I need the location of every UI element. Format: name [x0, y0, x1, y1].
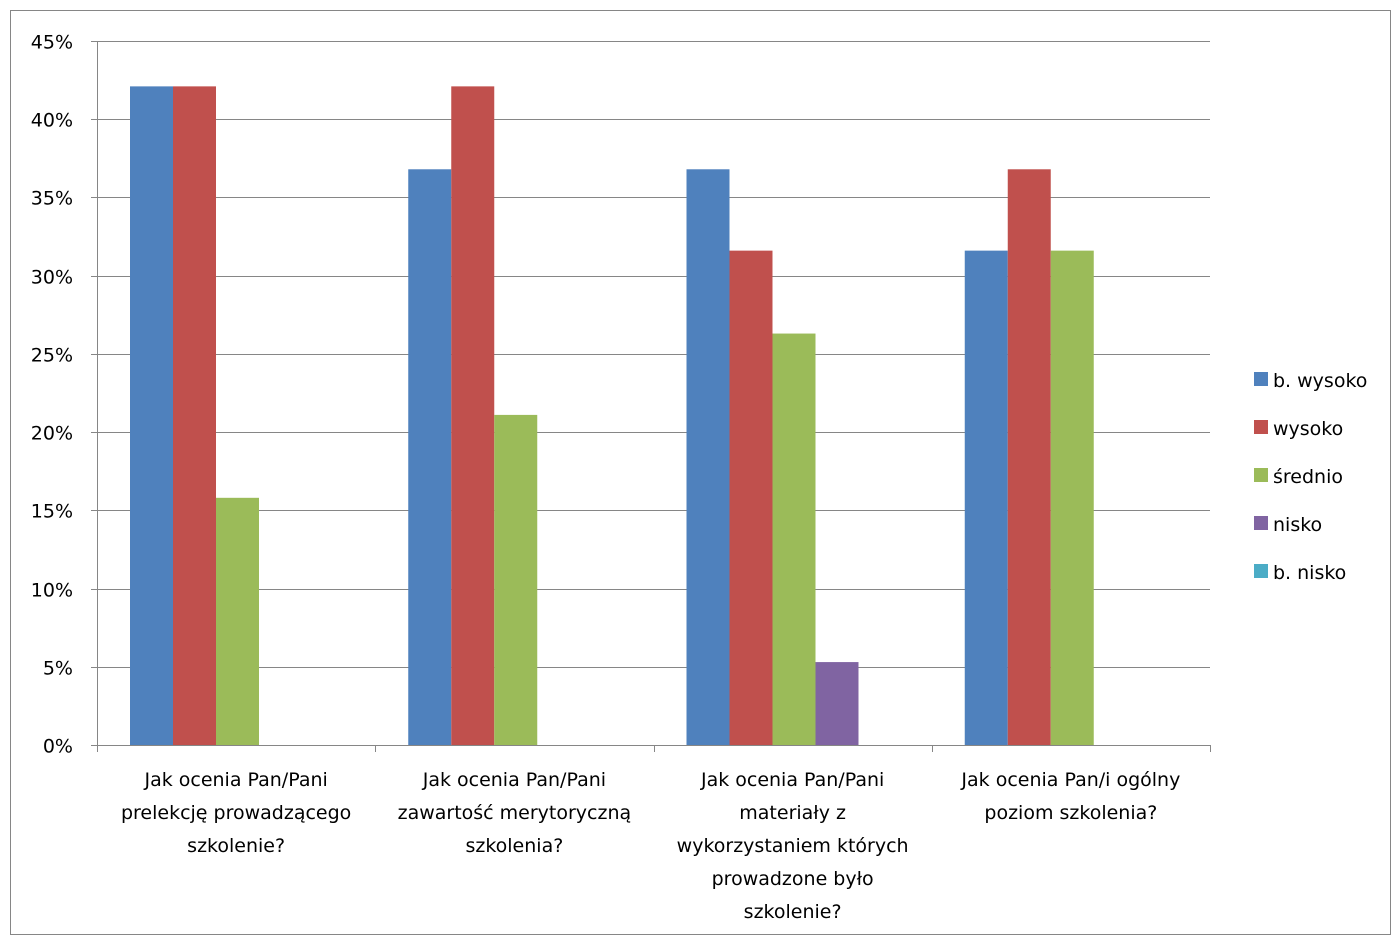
y-tick-label: 35%: [31, 188, 73, 210]
x-category-label: Jak ocenia Pan/Pani materiały z wykorzysta…: [677, 769, 909, 923]
y-tick-label: 20%: [31, 423, 73, 445]
y-tick-label: 45%: [31, 32, 73, 54]
bar: [729, 250, 773, 745]
x-category-label: Jak ocenia Pan/Pani zawartość merytoryczn…: [398, 769, 632, 857]
y-tick-label: 25%: [31, 345, 73, 367]
bar: [772, 333, 816, 745]
y-tick-label: 15%: [31, 501, 73, 523]
y-tick-label: 10%: [31, 580, 73, 602]
legend-swatch: [1254, 420, 1268, 434]
y-tick-label: 30%: [31, 267, 73, 289]
bar: [964, 250, 1008, 745]
bar: [686, 169, 730, 746]
legend-label: b. nisko: [1273, 562, 1346, 584]
x-category-label: Jak ocenia Pan/Pani prelekcję prowadząceg…: [121, 769, 351, 857]
legend-label: b. wysoko: [1273, 370, 1367, 392]
bar: [1050, 250, 1094, 745]
legend-swatch: [1254, 468, 1268, 482]
bar: [130, 86, 173, 745]
bar: [216, 497, 259, 745]
x-category-label: Jak ocenia Pan/i ogólny poziom szkolenia?: [960, 769, 1180, 824]
bar: [815, 662, 859, 745]
legend-label: średnio: [1273, 466, 1343, 488]
bar: [451, 86, 495, 745]
bar: [494, 414, 538, 745]
legend-label: nisko: [1273, 514, 1322, 536]
legend-swatch: [1254, 372, 1268, 386]
y-tick-label: 5%: [43, 658, 73, 680]
bar: [173, 86, 216, 745]
bar: [1007, 169, 1051, 746]
legend-label: wysoko: [1273, 418, 1343, 440]
bar: [408, 169, 452, 746]
legend-swatch: [1254, 516, 1268, 530]
y-tick-label: 40%: [31, 110, 73, 132]
y-tick-label: 0%: [43, 736, 73, 758]
legend-swatch: [1254, 564, 1268, 578]
